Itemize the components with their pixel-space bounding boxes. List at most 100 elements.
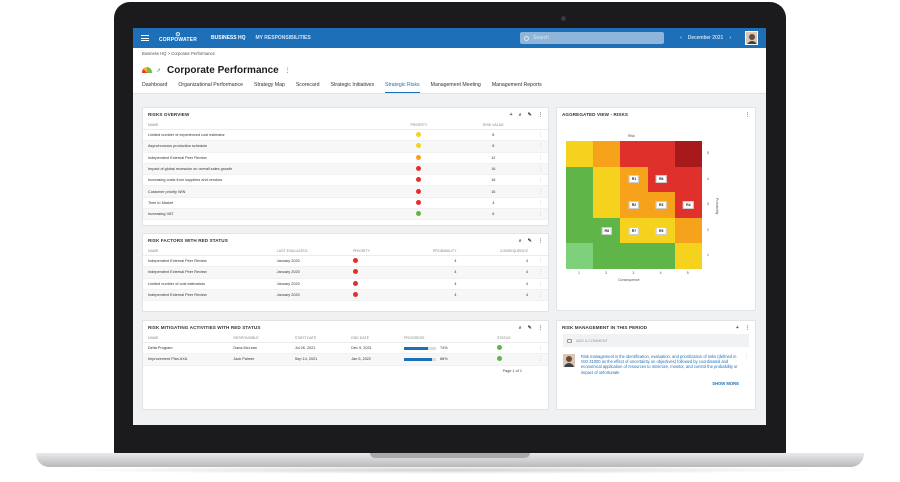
show-more-link[interactable]: SHOW MORE — [712, 380, 739, 386]
heatmap-cell[interactable] — [620, 243, 648, 269]
table-row[interactable]: Customer priority WIN 15 ⋮ — [143, 185, 548, 198]
search-input[interactable]: Search — [520, 32, 665, 44]
table-row[interactable]: Independent External Peer Review January … — [143, 289, 548, 302]
nav-my-responsibilities[interactable]: MY RESPONSIBILITIES — [255, 35, 311, 41]
heatmap-cell[interactable]: R7 — [620, 217, 648, 244]
row-more-icon[interactable]: ⋮ — [533, 163, 548, 176]
heatmap-cell[interactable] — [566, 166, 594, 193]
user-avatar[interactable] — [745, 31, 758, 45]
heatmap-cell[interactable]: R3 — [647, 192, 675, 218]
breadcrumb[interactable]: Business HQ > Corporate Performance — [133, 48, 766, 59]
risk-chip[interactable]: R5 — [655, 226, 667, 235]
last-evaluated: January 2020 — [271, 278, 349, 290]
row-more-icon[interactable]: ⋮ — [533, 266, 548, 279]
heatmap-cell[interactable]: R5 — [647, 217, 675, 244]
tab-strategy-map[interactable]: Strategy Map — [253, 82, 285, 88]
table-row[interactable]: Independent External Peer Review 12 ⋮ — [143, 152, 548, 164]
search-icon[interactable]: ⌕ — [518, 237, 522, 244]
heatmap-cell[interactable]: R1 — [620, 166, 648, 193]
risk-chip[interactable]: R4 — [683, 200, 694, 209]
risk-chip[interactable]: R3 — [655, 200, 667, 209]
risk-chip[interactable]: R8 — [601, 226, 613, 235]
more-icon[interactable]: ⋮ — [744, 324, 750, 331]
risk-chip[interactable]: R6 — [655, 175, 667, 184]
row-more-icon[interactable]: ⋮ — [533, 255, 548, 268]
edit-icon[interactable]: ✎ — [527, 111, 532, 118]
tab-management-reports[interactable]: Management Reports — [491, 82, 542, 88]
period-label[interactable]: December 2021 — [687, 35, 724, 41]
row-more-icon[interactable]: ⋮ — [533, 174, 548, 187]
pager[interactable]: Page 1 of 1 — [502, 368, 522, 373]
tab-dashboard[interactable]: Dashboard — [142, 82, 168, 88]
row-more-icon[interactable]: ⋮ — [533, 129, 548, 142]
heatmap-cell[interactable]: R8 — [593, 217, 621, 244]
more-icon[interactable]: ⋮ — [744, 111, 750, 118]
table-row[interactable]: Delta Program Dana McLean Jul 26, 2021 Dec … — [143, 342, 548, 355]
tab-strategic-risks[interactable]: Strategic Risks — [385, 78, 420, 93]
table-row[interactable]: Impact of global recession on overall sa… — [143, 163, 548, 176]
hamburger-menu-icon[interactable] — [141, 35, 149, 41]
risk-chip[interactable]: R2 — [628, 200, 640, 209]
table-row[interactable]: Asynchronous production schedule 8 ⋮ — [143, 140, 548, 153]
title-more-icon[interactable]: ⋮ — [284, 67, 291, 74]
heatmap-cell[interactable] — [674, 141, 702, 167]
tab-strategic-initiatives[interactable]: Strategic Initiatives — [330, 82, 375, 88]
heatmap-cell[interactable] — [674, 166, 702, 193]
table-row[interactable]: Limited number of experienced cost estim… — [143, 129, 548, 142]
comment-avatar — [563, 354, 575, 367]
row-more-icon[interactable]: ⋮ — [533, 152, 548, 164]
title-bar: ➚ Corporate Performance ⋮ — [133, 59, 766, 77]
table-row[interactable]: Increasing costs from suppliers and vend… — [143, 174, 548, 187]
heatmap-cell[interactable] — [620, 141, 648, 167]
comment-more-icon[interactable]: ⋮ — [744, 354, 749, 360]
row-more-icon[interactable]: ⋮ — [533, 208, 548, 221]
row-more-icon[interactable]: ⋮ — [533, 342, 548, 355]
row-more-icon[interactable]: ⋮ — [533, 197, 548, 210]
tab-scorecard[interactable]: Scorecard — [295, 82, 320, 88]
table-row[interactable]: Improvement Plan AXA Jack Palmer Sep 14, 2… — [143, 353, 548, 366]
heatmap-cell[interactable] — [566, 141, 594, 167]
more-icon[interactable]: ⋮ — [537, 324, 543, 331]
table-row[interactable]: Independent External Peer Review January … — [143, 255, 548, 268]
heatmap-cell[interactable] — [674, 217, 702, 244]
add-comment-input[interactable]: ADD A COMMENT — [563, 334, 749, 347]
row-more-icon[interactable]: ⋮ — [533, 140, 548, 153]
tab-organizational-performance[interactable]: Organizational Performance — [178, 82, 243, 88]
heatmap-cell[interactable]: R4 — [674, 192, 702, 218]
row-more-icon[interactable]: ⋮ — [533, 289, 548, 302]
tab-management-meeting[interactable]: Management Meeting — [430, 82, 481, 88]
table-row[interactable]: Increasing VAT 6 ⋮ — [143, 208, 548, 221]
row-more-icon[interactable]: ⋮ — [533, 353, 548, 366]
risk-chip[interactable]: R1 — [628, 175, 640, 184]
next-period-icon[interactable]: › — [729, 35, 731, 41]
add-icon[interactable]: + — [509, 111, 513, 118]
row-more-icon[interactable]: ⋮ — [533, 278, 548, 290]
heatmap-cell[interactable] — [593, 192, 621, 218]
heatmap-cell[interactable] — [593, 166, 621, 193]
search-icon[interactable]: ⌕ — [518, 324, 522, 331]
heatmap-cell[interactable] — [566, 243, 594, 269]
add-icon[interactable]: + — [735, 324, 739, 331]
table-row[interactable]: Independent External Peer Review January … — [143, 266, 548, 279]
more-icon[interactable]: ⋮ — [537, 111, 543, 118]
heatmap-cell[interactable] — [593, 243, 621, 269]
heatmap-cell[interactable] — [566, 192, 594, 218]
heatmap-cell[interactable] — [593, 141, 621, 167]
heatmap-cell[interactable]: R2 — [620, 192, 648, 218]
risk-chip[interactable]: R7 — [628, 226, 640, 235]
heatmap-cell[interactable]: R6 — [647, 166, 675, 193]
row-more-icon[interactable]: ⋮ — [533, 185, 548, 198]
previous-period-icon[interactable]: ‹ — [680, 35, 682, 41]
nav-business-hq[interactable]: BUSINESS HQ — [211, 35, 246, 41]
search-icon[interactable]: ⌕ — [518, 111, 522, 118]
heatmap-cell[interactable] — [674, 243, 702, 269]
more-icon[interactable]: ⋮ — [537, 237, 543, 244]
edit-icon[interactable]: ✎ — [527, 237, 532, 244]
heatmap-cell[interactable] — [647, 243, 675, 269]
edit-icon[interactable]: ✎ — [527, 324, 532, 331]
app-logo[interactable]: ⊙ CORPOWATER — [159, 32, 198, 43]
heatmap-cell[interactable] — [566, 217, 594, 244]
table-row[interactable]: Limited number of cost estimators January… — [143, 278, 548, 290]
table-row[interactable]: Time to Market 4 ⋮ — [143, 197, 548, 210]
heatmap-cell[interactable] — [647, 141, 675, 167]
